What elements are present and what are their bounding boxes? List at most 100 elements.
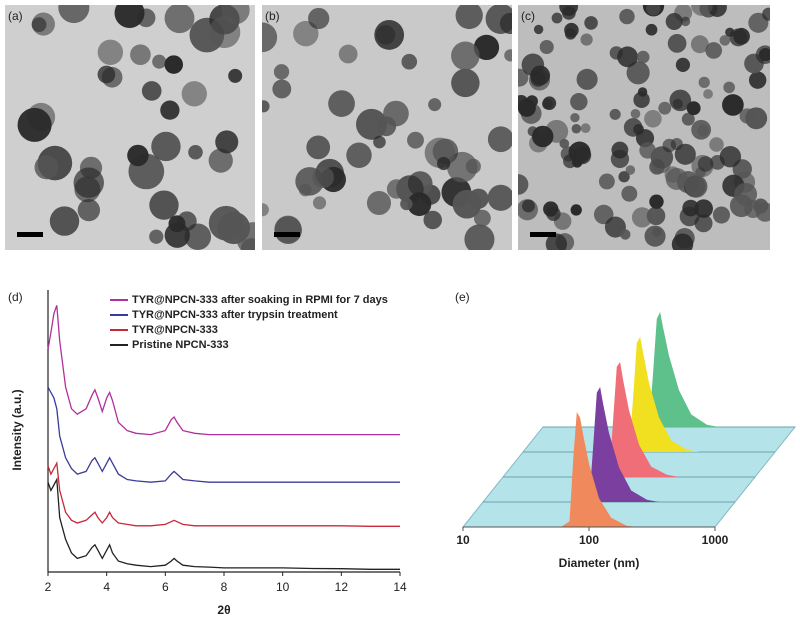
particle [487,184,512,211]
distribution [601,362,680,477]
particle [576,68,598,90]
particle [208,16,241,49]
particle [584,16,598,30]
particle [609,108,621,120]
particle [312,166,334,189]
x-tick-label: 2 [45,580,52,594]
particle [682,199,700,217]
distribution [641,312,720,427]
particle [356,108,388,140]
particle [623,118,643,137]
particle [719,146,742,168]
particle [734,182,758,206]
particle [400,197,413,211]
particle [97,65,116,84]
particle [580,33,593,46]
particle [681,112,695,126]
panel-label: (b) [265,9,280,23]
particle [645,23,658,36]
particle [570,112,580,123]
series-line [47,386,400,483]
particle [570,93,588,111]
particle [522,199,535,213]
particle [542,96,557,110]
tem-image: (a) [5,5,255,250]
panel-label: (c) [521,9,535,23]
particle [722,94,744,116]
particle [262,22,278,53]
particle [675,57,691,73]
distribution [621,337,700,452]
particle [375,25,396,45]
x-tick-label: 1000 [702,533,729,547]
particle [407,192,432,217]
particle [698,76,710,89]
particle [485,5,512,34]
particle [518,174,529,195]
particle [719,35,731,46]
particle [240,238,255,250]
particle [712,206,730,224]
particle [312,196,327,210]
particle [545,233,568,250]
particle [451,41,480,71]
particle [621,185,638,202]
particle [644,110,662,128]
particle [423,210,442,230]
particle [703,89,713,99]
particle [551,12,563,24]
x-tick-label: 14 [393,580,407,594]
particle [533,24,544,35]
particle [636,50,650,64]
particle [620,229,631,240]
particle [373,135,386,149]
particle [455,5,483,30]
particle [633,91,650,109]
particle [407,131,424,149]
particle [17,107,52,142]
particle [338,44,358,64]
particle [630,108,641,119]
particle [298,183,312,197]
particle [58,5,90,24]
particle [274,216,302,244]
particle [383,100,409,127]
particle [626,61,650,85]
particle [428,98,442,112]
particle [151,131,181,162]
particle [221,5,250,25]
series-line [47,461,400,527]
particle [487,126,512,153]
x-tick-label: 100 [579,533,599,547]
x-axis-label: 2θ [217,603,230,617]
particle [228,68,243,83]
particle [739,108,755,124]
particle [609,46,624,60]
legend-label: TYR@NPCN-333 after soaking in RPMI for 7… [132,294,388,306]
particle [526,95,538,108]
particle [697,156,714,172]
particle [208,148,233,173]
particle [618,171,630,183]
particle [637,87,648,97]
particle [649,194,664,209]
x-tick-label: 10 [276,580,290,594]
particle [473,209,491,227]
particle [625,165,636,175]
particle [34,155,59,180]
particle [73,167,104,198]
legend-label: TYR@NPCN-333 [132,324,218,336]
particle [619,8,635,25]
particle [559,5,578,16]
particle [188,144,203,160]
particle [217,211,251,245]
particle [707,5,727,17]
particle [97,39,124,65]
particle [149,190,179,220]
particle [293,20,319,47]
particle [308,7,330,30]
x-tick-label: 12 [335,580,349,594]
particle [160,100,180,120]
particle [690,35,709,54]
